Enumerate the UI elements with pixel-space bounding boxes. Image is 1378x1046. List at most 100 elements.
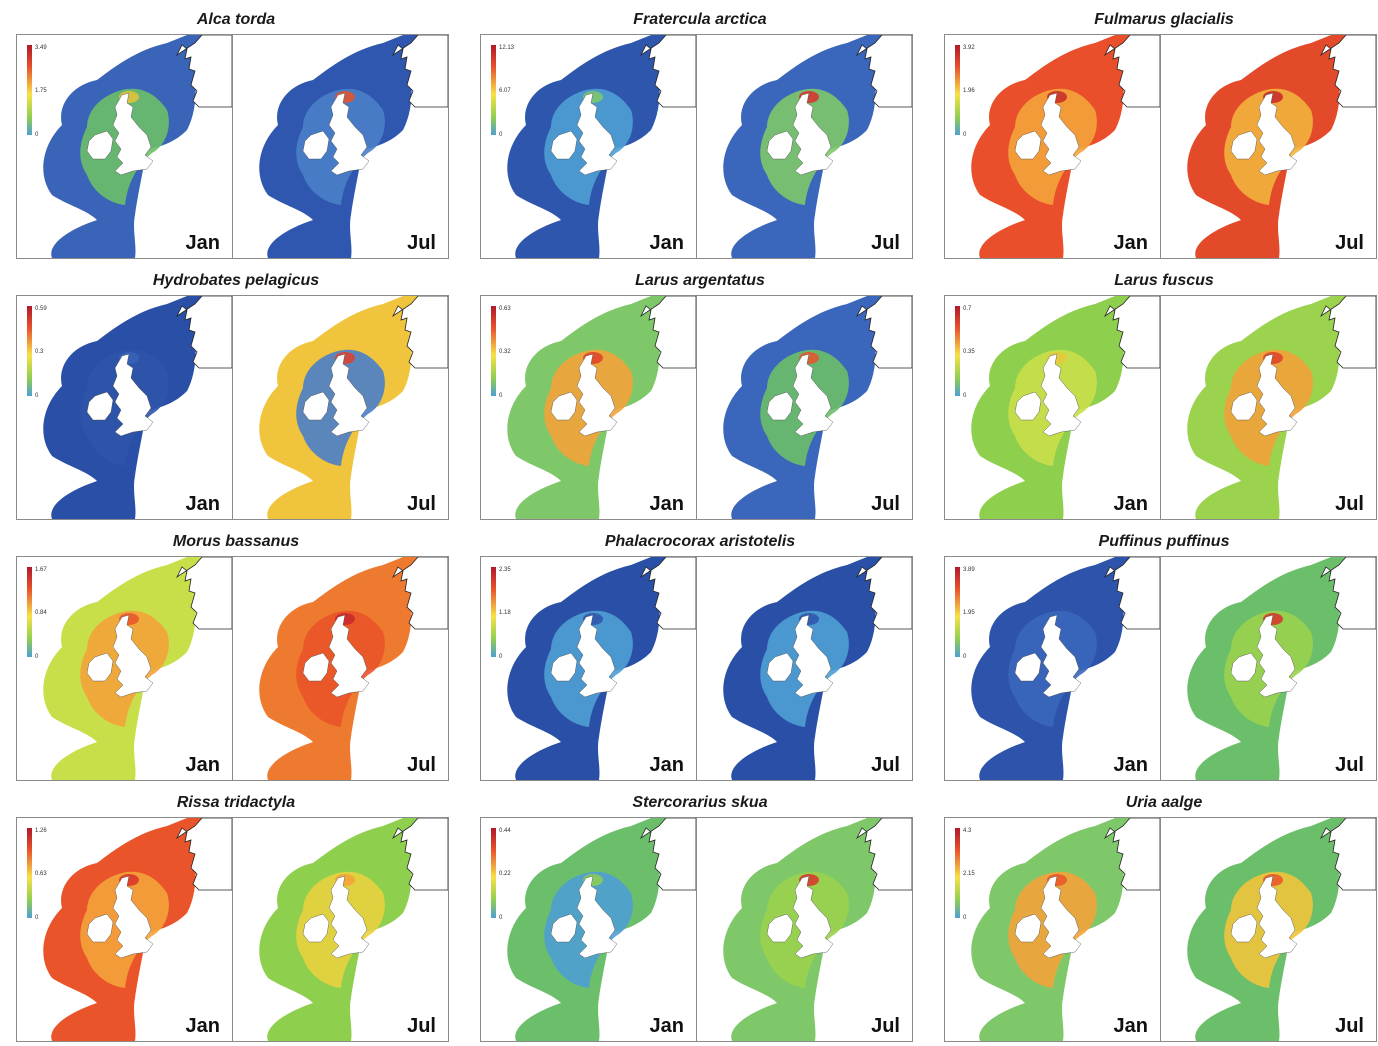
species-title: Stercorarius skua — [632, 794, 768, 811]
map-panel-jul: Jul — [696, 295, 913, 520]
legend-mid-label: 0.22 — [499, 871, 511, 877]
legend-mid-label: 1.96 — [963, 88, 975, 94]
great-britain-land — [576, 614, 618, 698]
norway-coastline — [855, 35, 912, 108]
color-legend: 0.59 0.3 0 — [27, 306, 57, 399]
legend-mid-label: 1.75 — [35, 88, 47, 94]
legend-min-label: 0 — [35, 393, 39, 399]
legend-color-bar — [955, 45, 960, 135]
legend-min-label: 0 — [35, 654, 39, 660]
map-panel-jan: 3.49 1.75 0 Jan — [16, 34, 233, 259]
month-label: Jan — [649, 232, 684, 254]
species-figure: Puffinus puffinus 3.89 1.95 0 Jan Jul — [944, 530, 1378, 785]
month-label: Jan — [1113, 1015, 1148, 1037]
jan-map — [507, 818, 696, 1041]
legend-min-label: 0 — [963, 393, 967, 399]
map-panel-jan: 3.92 1.96 0 Jan — [944, 34, 1161, 259]
species-title: Rissa tridactyla — [176, 794, 296, 811]
jul-map — [259, 296, 448, 519]
legend-min-label: 0 — [499, 915, 503, 921]
legend-max-label: 0.59 — [35, 306, 47, 312]
map-panel-jul: Jul — [1160, 295, 1377, 520]
color-legend: 2.35 1.18 0 — [491, 567, 521, 660]
species-title: Alca torda — [196, 11, 276, 28]
norway-coastline — [391, 296, 448, 369]
norway-coastline — [855, 557, 912, 630]
legend-color-bar — [491, 828, 496, 918]
legend-color-bar — [491, 306, 496, 396]
legend-mid-label: 1.18 — [499, 610, 511, 616]
legend-min-label: 0 — [35, 915, 39, 921]
norway-coastline — [855, 296, 912, 369]
month-label: Jul — [1335, 232, 1364, 254]
ireland-land — [86, 130, 114, 160]
great-britain-land — [112, 614, 154, 698]
species-title: Phalacrocorax aristotelis — [604, 533, 796, 550]
ireland-land — [1014, 391, 1042, 421]
legend-min-label: 0 — [963, 132, 967, 138]
species-title: Hydrobates pelagicus — [152, 272, 320, 289]
species-title: Larus fuscus — [1114, 272, 1214, 289]
norway-coastline — [639, 35, 696, 108]
month-label: Jan — [649, 1015, 684, 1037]
legend-max-label: 0.63 — [499, 306, 511, 312]
norway-coastline — [639, 557, 696, 630]
ireland-land — [86, 391, 114, 421]
color-legend: 3.92 1.96 0 — [955, 45, 985, 138]
map-panel-jul: Jul — [696, 34, 913, 259]
species-title: Puffinus puffinus — [1098, 533, 1230, 550]
map-panel-jul: Jul — [696, 556, 913, 781]
legend-mid-label: 1.95 — [963, 610, 975, 616]
map-panel-jan: 3.89 1.95 0 Jan — [944, 556, 1161, 781]
month-label: Jan — [185, 232, 220, 254]
legend-max-label: 1.67 — [35, 567, 47, 573]
norway-coastline — [639, 296, 696, 369]
ireland-land — [1014, 913, 1042, 943]
great-britain-land — [328, 614, 370, 698]
map-panel-jul: Jul — [232, 817, 449, 1042]
jul-map — [259, 818, 448, 1041]
ireland-land — [1230, 130, 1258, 160]
jan-map — [43, 818, 232, 1041]
norway-coastline — [1319, 818, 1376, 891]
jan-map — [507, 35, 696, 258]
ireland-land — [766, 391, 794, 421]
map-panel-jan: 12.13 6.07 0 Jan — [480, 34, 697, 259]
ireland-land — [550, 391, 578, 421]
legend-min-label: 0 — [499, 132, 503, 138]
map-panel-jan: 0.44 0.22 0 Jan — [480, 817, 697, 1042]
month-label: Jul — [1335, 493, 1364, 515]
month-label: Jan — [185, 1015, 220, 1037]
legend-color-bar — [27, 567, 32, 657]
ireland-land — [302, 391, 330, 421]
ireland-land — [1230, 913, 1258, 943]
legend-mid-label: 0.32 — [499, 349, 511, 355]
map-panel-jan: 0.7 0.35 0 Jan — [944, 295, 1161, 520]
species-figure: Larus argentatus 0.63 0.32 0 Jan Jul — [480, 269, 920, 524]
great-britain-land — [328, 92, 370, 176]
norway-coastline — [1319, 35, 1376, 108]
ireland-land — [302, 913, 330, 943]
color-legend: 0.63 0.32 0 — [491, 306, 521, 399]
jul-map — [723, 557, 912, 780]
great-britain-land — [576, 353, 618, 437]
species-figure: Morus bassanus 1.67 0.84 0 Jan Jul — [16, 530, 456, 785]
ireland-land — [766, 913, 794, 943]
legend-min-label: 0 — [963, 654, 967, 660]
legend-min-label: 0 — [499, 393, 503, 399]
jul-map — [1187, 557, 1376, 780]
norway-coastline — [175, 35, 232, 108]
legend-max-label: 2.35 — [499, 567, 511, 573]
legend-mid-label: 2.15 — [963, 871, 975, 877]
ireland-land — [766, 130, 794, 160]
ireland-land — [1230, 652, 1258, 682]
month-label: Jan — [185, 493, 220, 515]
map-panel-jan: 0.63 0.32 0 Jan — [480, 295, 697, 520]
month-label: Jan — [1113, 754, 1148, 776]
jul-map — [259, 35, 448, 258]
month-label: Jul — [871, 754, 900, 776]
map-panel-jul: Jul — [232, 556, 449, 781]
great-britain-land — [792, 614, 834, 698]
legend-color-bar — [27, 306, 32, 396]
map-panel-jul: Jul — [1160, 34, 1377, 259]
